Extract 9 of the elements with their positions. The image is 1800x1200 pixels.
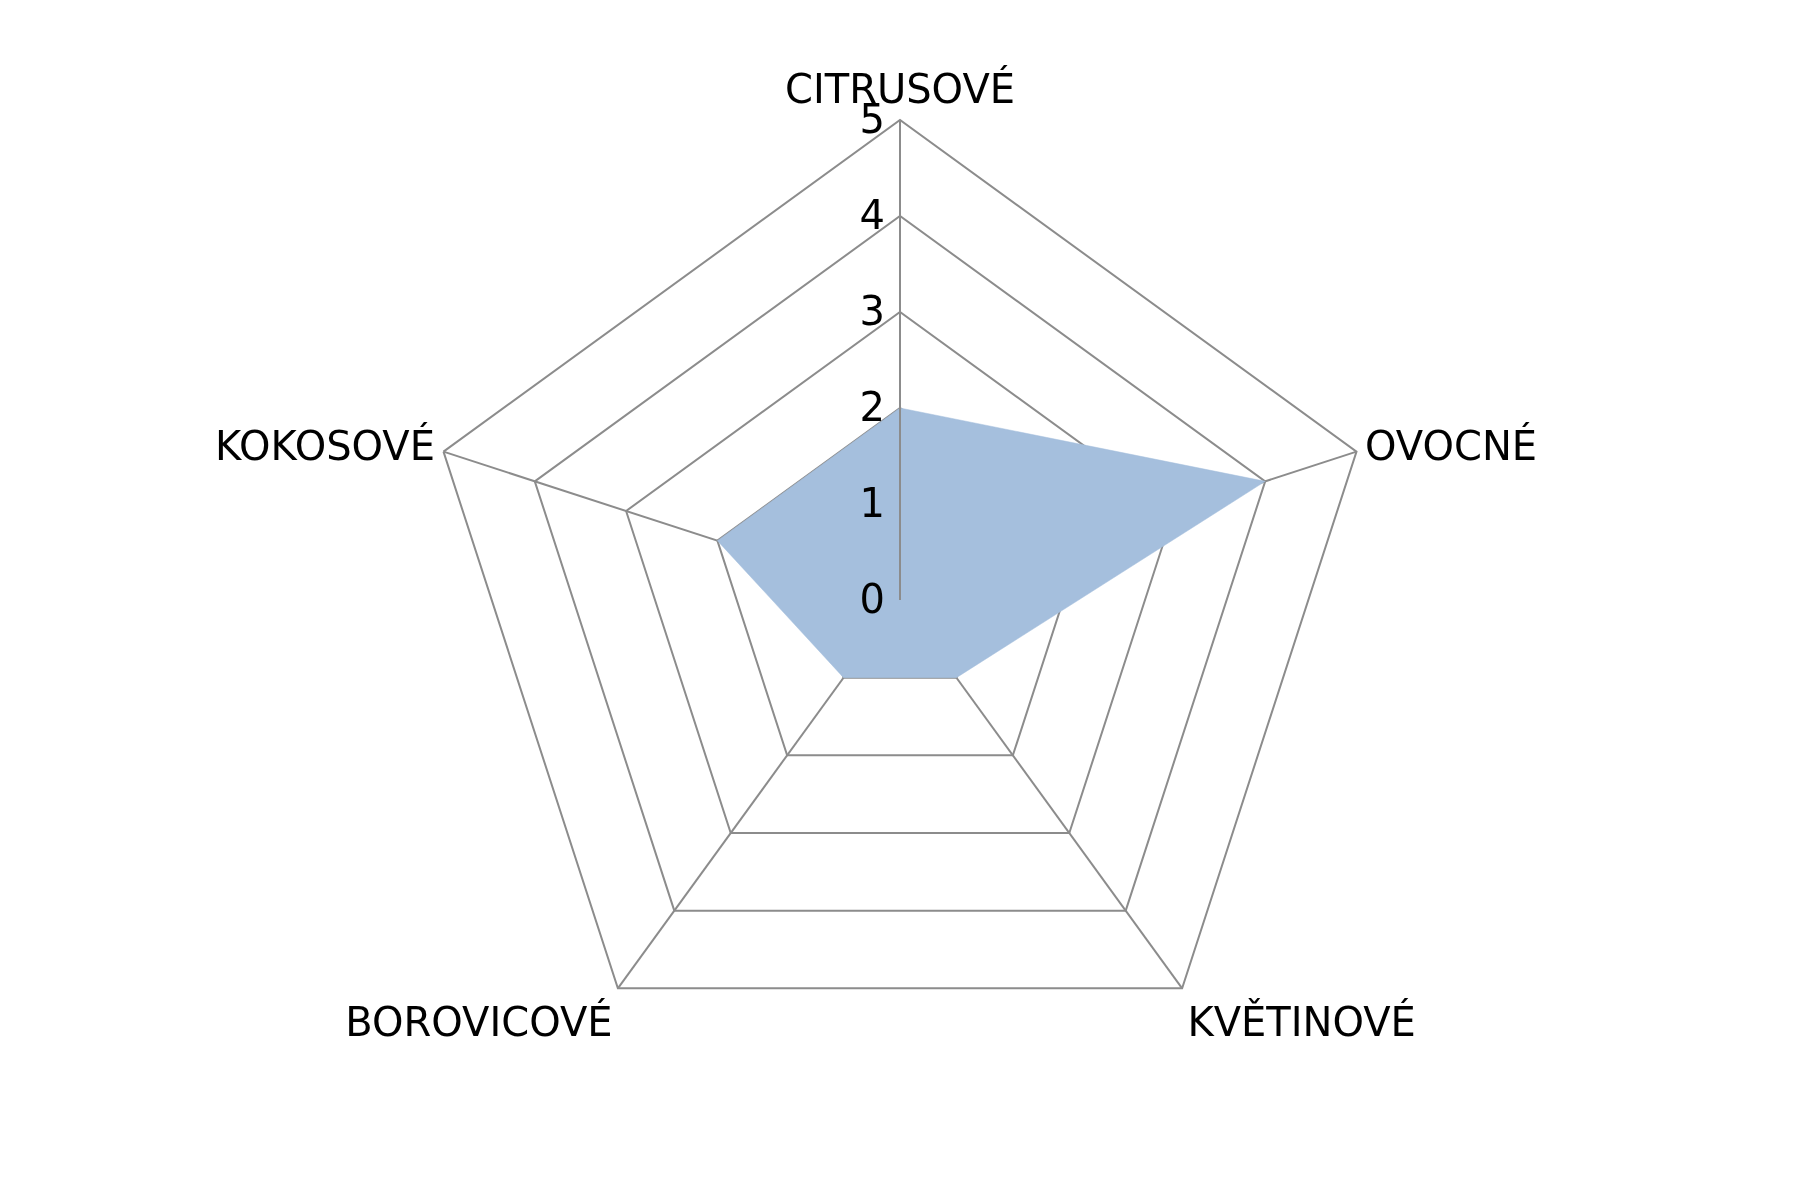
spoke-label: BOROVICOVÉ: [345, 998, 613, 1046]
spoke-label: KOKOSOVÉ: [215, 421, 435, 469]
spoke-label: KVĚTINOVÉ: [1187, 998, 1416, 1046]
spoke-label: OVOCNÉ: [1365, 421, 1538, 469]
y-tick-label: 3: [859, 288, 885, 334]
y-tick-label: 2: [859, 384, 885, 430]
y-tick-label: 4: [859, 192, 885, 238]
y-tick-label: 1: [859, 480, 885, 526]
y-tick-label: 0: [859, 576, 885, 622]
